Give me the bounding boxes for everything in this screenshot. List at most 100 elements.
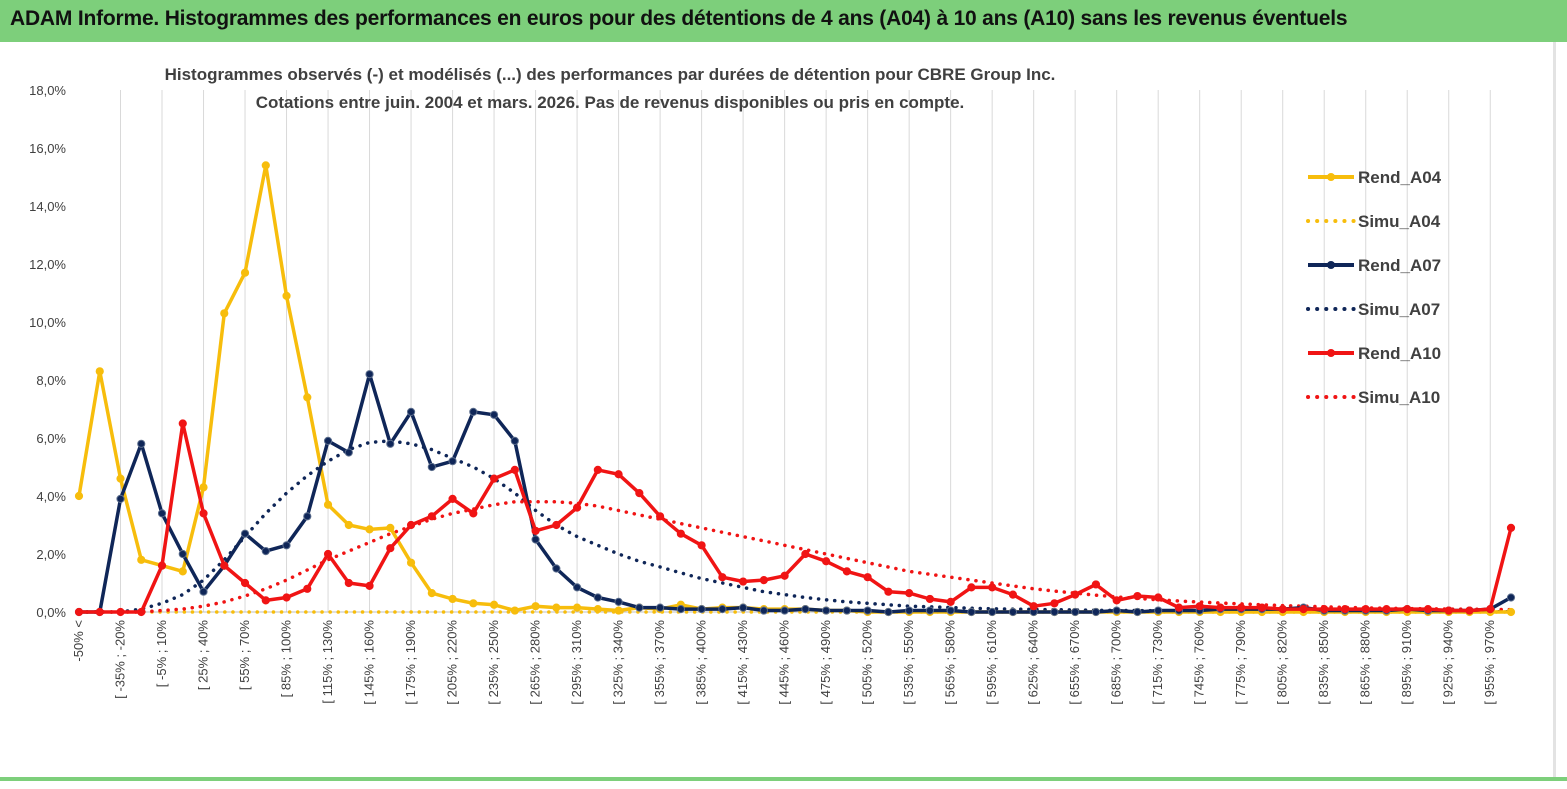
data-point-rend-a10 <box>157 561 167 570</box>
x-tick-label: [ 505% ; 520% <box>860 620 875 705</box>
x-tick-label: [ 325% ; 340% <box>611 620 626 705</box>
data-point-rend-a10 <box>780 571 789 580</box>
data-point-rend-a07 <box>365 370 374 379</box>
data-point-rend-a10 <box>1195 602 1204 611</box>
x-tick-label: [ 715% ; 730% <box>1150 620 1165 705</box>
data-point-rend-a04 <box>261 161 270 170</box>
x-tick-label: [ 865% ; 880% <box>1358 620 1373 705</box>
x-tick-label: [ 55% ; 70% <box>237 620 252 691</box>
data-point-rend-a10 <box>1486 605 1495 614</box>
data-point-rend-a07 <box>656 603 665 612</box>
data-point-rend-a10 <box>863 573 872 582</box>
legend-entry-rend-a10: Rend_A10 <box>1308 344 1441 363</box>
data-point-rend-a10 <box>676 529 685 538</box>
data-point-rend-a10 <box>572 503 582 512</box>
data-point-rend-a10 <box>365 581 374 591</box>
data-point-rend-a10 <box>116 607 125 617</box>
x-tick-label: [ 625% ; 640% <box>1026 620 1041 705</box>
data-point-rend-a10 <box>1361 605 1370 614</box>
data-point-rend-a04 <box>572 603 582 612</box>
data-point-rend-a07 <box>116 494 125 503</box>
data-point-rend-a10 <box>1216 603 1225 612</box>
series-line-rend-a10 <box>79 421 1513 614</box>
data-point-rend-a10 <box>1133 591 1142 601</box>
x-tick-label: [ -35% ; -20% <box>113 620 128 699</box>
data-point-rend-a07 <box>552 564 561 573</box>
data-point-rend-a10 <box>1465 606 1474 615</box>
series-layer <box>74 161 1516 617</box>
data-point-rend-a10 <box>905 589 914 598</box>
data-point-rend-a07 <box>1506 593 1516 602</box>
data-point-rend-a07 <box>469 407 478 416</box>
x-tick-label: [ 295% ; 310% <box>569 620 584 705</box>
data-point-rend-a07 <box>448 457 457 466</box>
data-point-rend-a10 <box>822 557 831 566</box>
data-point-rend-a10 <box>199 509 208 518</box>
data-point-rend-a10 <box>697 541 706 550</box>
data-point-rend-a04 <box>614 606 623 615</box>
data-point-rend-a07 <box>925 606 934 615</box>
data-point-rend-a10 <box>489 474 499 483</box>
title-banner: ADAM Informe. Histogrammes des performan… <box>0 0 1567 42</box>
data-point-rend-a07 <box>863 606 872 615</box>
x-tick-label: [ 415% ; 430% <box>735 620 750 705</box>
x-tick-label: [ 115% ; 130% <box>320 620 335 704</box>
data-point-rend-a07 <box>137 439 146 448</box>
data-point-rend-a04 <box>137 555 146 564</box>
data-point-rend-a10 <box>1506 523 1516 532</box>
x-tick-label: [ 385% ; 400% <box>694 620 709 705</box>
y-tick-label: 14,0% <box>29 199 66 214</box>
performance-histogram-chart: 0,0% 2,0% 4,0% 6,0% 8,0% 10,0% 12,0% 14,0% 16,0%… <box>29 65 1516 705</box>
legend-label: Simu_A07 <box>1358 300 1440 319</box>
chart-frame: 0,0% 2,0% 4,0% 6,0% 8,0% 10,0% 12,0% 14,0% 16,0%… <box>0 42 1567 789</box>
legend-label: Rend_A10 <box>1358 344 1441 363</box>
data-point-rend-a04 <box>344 520 353 530</box>
data-point-rend-a07 <box>1008 607 1018 617</box>
x-tick-label: [ -5% ; 10% <box>154 620 169 688</box>
data-point-rend-a10 <box>386 544 395 553</box>
x-tick-label: [ 85% ; 100% <box>279 620 294 698</box>
x-tick-label: [ 595% ; 610% <box>984 620 999 705</box>
data-point-rend-a07 <box>884 607 893 617</box>
x-tick-label: [ 895% ; 910% <box>1399 620 1414 705</box>
data-point-rend-a04 <box>531 602 540 611</box>
y-tick-label: 2,0% <box>36 547 66 562</box>
data-point-rend-a07 <box>489 410 499 419</box>
data-point-rend-a04 <box>240 268 250 277</box>
data-point-rend-a07 <box>1154 606 1163 615</box>
x-tick-label: [ 25% ; 40% <box>196 620 211 691</box>
data-point-rend-a07 <box>178 549 187 559</box>
data-point-rend-a04 <box>593 605 602 614</box>
data-point-rend-a07 <box>303 512 312 521</box>
data-point-rend-a07 <box>614 597 623 606</box>
data-point-rend-a04 <box>448 594 457 604</box>
data-point-rend-a10 <box>137 607 146 617</box>
x-tick-label: [ 265% ; 280% <box>528 620 543 705</box>
chart-title: Histogrammes observés (-) et modélisés (… <box>165 65 1056 84</box>
data-point-rend-a10 <box>1008 590 1018 599</box>
x-tick-label: -50% < <box>71 620 86 662</box>
data-point-rend-a07 <box>199 587 208 596</box>
data-point-rend-a10 <box>946 597 955 606</box>
data-point-rend-a07 <box>801 605 810 614</box>
grid-layer <box>120 90 1491 612</box>
legend-entry-simu-a07: Simu_A07 <box>1306 300 1440 319</box>
data-point-rend-a04 <box>406 558 416 567</box>
data-point-rend-a10 <box>1112 596 1121 605</box>
data-point-rend-a10 <box>718 573 727 582</box>
y-tick-label: 18,0% <box>29 83 66 98</box>
data-point-rend-a07 <box>1091 607 1101 617</box>
data-point-rend-a04 <box>199 483 208 492</box>
data-point-rend-a04 <box>303 393 312 402</box>
data-point-rend-a07 <box>510 436 519 445</box>
legend-entry-rend-a04: Rend_A04 <box>1308 168 1442 187</box>
data-point-rend-a04 <box>74 491 84 501</box>
data-point-rend-a07 <box>967 607 976 617</box>
data-point-rend-a04 <box>95 367 104 376</box>
data-point-rend-a07 <box>427 462 436 472</box>
data-point-rend-a04 <box>469 599 478 608</box>
data-point-rend-a04 <box>552 603 561 612</box>
data-point-rend-a07 <box>822 606 831 615</box>
series-line-simu-a07 <box>77 439 1513 614</box>
data-point-rend-a10 <box>1278 605 1287 614</box>
